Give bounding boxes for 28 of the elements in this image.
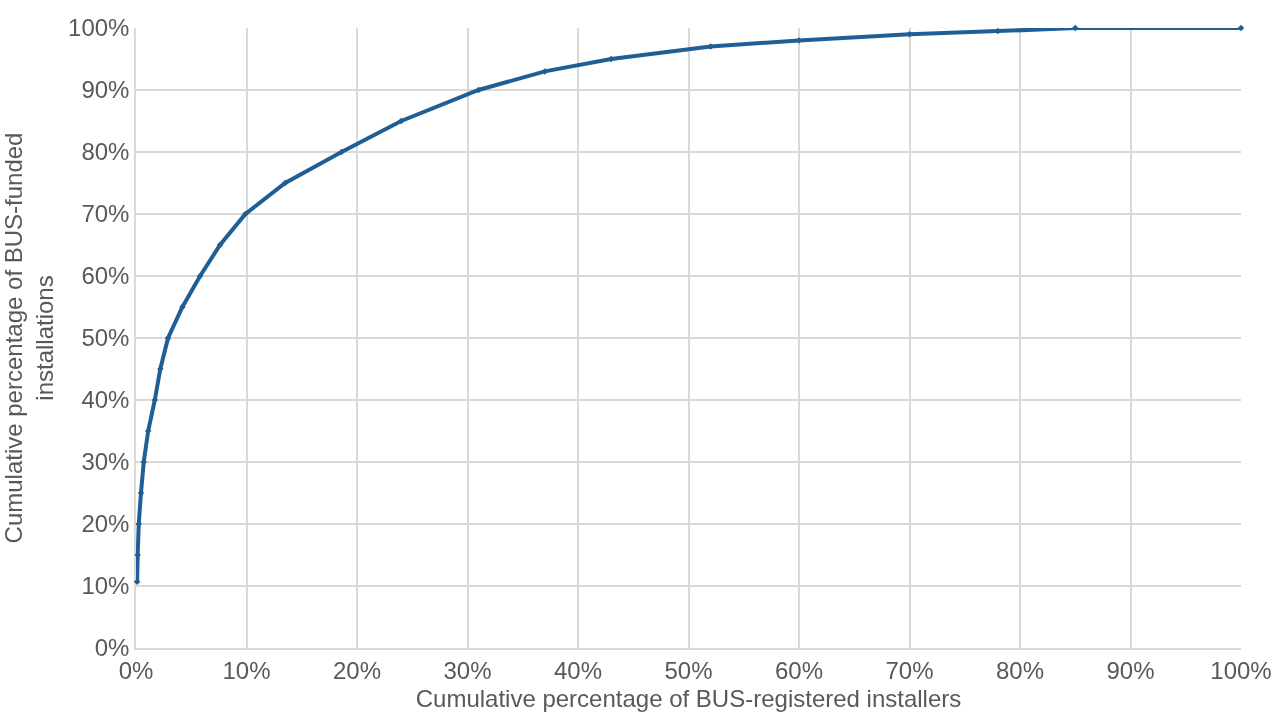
point bbox=[397, 117, 405, 125]
y-tick-label: 30% bbox=[81, 448, 130, 476]
y-tick-label: 40% bbox=[81, 386, 130, 414]
y-axis-title: Cumulative percentage of BUS-funded installations bbox=[0, 132, 59, 544]
x-tick-label: 80% bbox=[995, 656, 1045, 684]
x-tick-label: 70% bbox=[885, 656, 934, 684]
y-tick-label: 100% bbox=[68, 14, 130, 42]
point bbox=[1237, 24, 1245, 32]
x-tick-label: 20% bbox=[332, 656, 382, 684]
y-tick-label: 10% bbox=[81, 572, 130, 600]
y-tick-label: 70% bbox=[81, 200, 130, 228]
point bbox=[281, 179, 289, 187]
x-tick-label: 50% bbox=[664, 656, 713, 684]
x-tick-label: 40% bbox=[553, 656, 603, 684]
x-tick-label: 60% bbox=[774, 656, 824, 684]
point bbox=[196, 272, 204, 280]
y-tick-label: 80% bbox=[81, 138, 130, 166]
y-tick-label: 50% bbox=[81, 324, 130, 352]
x-axis-title: Cumulative percentage of BUS-registered installers bbox=[415, 685, 962, 713]
point bbox=[216, 241, 224, 249]
y-tick-label: 60% bbox=[81, 262, 130, 290]
y-tick-label: 20% bbox=[81, 510, 130, 538]
x-tick-label: 10% bbox=[222, 656, 271, 684]
x-tick-label: 30% bbox=[443, 656, 492, 684]
x-tick-label: 100% bbox=[1210, 656, 1272, 684]
point bbox=[133, 578, 141, 585]
y-tick-label: 90% bbox=[81, 76, 130, 104]
x-tick-label: 90% bbox=[1106, 656, 1155, 684]
